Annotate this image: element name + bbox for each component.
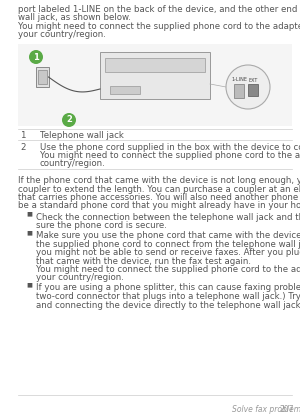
FancyBboxPatch shape — [100, 52, 210, 99]
FancyBboxPatch shape — [35, 67, 49, 87]
Text: Solve fax problems: Solve fax problems — [232, 405, 300, 414]
Text: that carries phone accessories. You will also need another phone cord, which can: that carries phone accessories. You will… — [18, 193, 300, 202]
Text: you might not be able to send or receive faxes. After you plug in the phone cord: you might not be able to send or receive… — [36, 248, 300, 257]
Text: 1-LINE: 1-LINE — [231, 77, 247, 82]
Text: be a standard phone cord that you might already have in your home or office.: be a standard phone cord that you might … — [18, 202, 300, 210]
Text: Make sure you use the phone cord that came with the device. If you do not use: Make sure you use the phone cord that ca… — [36, 231, 300, 240]
Text: 2: 2 — [66, 115, 72, 124]
Text: Telephone wall jack: Telephone wall jack — [40, 131, 124, 140]
Text: two-cord connector that plugs into a telephone wall jack.) Try removing the spli: two-cord connector that plugs into a tel… — [36, 292, 300, 301]
Text: Use the phone cord supplied in the box with the device to connect to the “1-LINE: Use the phone cord supplied in the box w… — [40, 142, 300, 151]
Text: You might need to connect the supplied phone cord to the adapter provided for yo: You might need to connect the supplied p… — [40, 151, 300, 160]
Text: EXT: EXT — [248, 78, 258, 83]
Text: coupler to extend the length. You can purchase a coupler at an electronics store: coupler to extend the length. You can pu… — [18, 185, 300, 193]
Text: your country/region.: your country/region. — [18, 30, 106, 39]
Text: ■: ■ — [26, 212, 32, 217]
Text: your country/region.: your country/region. — [36, 273, 124, 283]
FancyBboxPatch shape — [105, 58, 205, 72]
Circle shape — [226, 65, 270, 109]
FancyBboxPatch shape — [234, 84, 244, 98]
Text: country/region.: country/region. — [40, 159, 106, 168]
Text: If you are using a phone splitter, this can cause faxing problems. (A splitter i: If you are using a phone splitter, this … — [36, 283, 300, 293]
Text: port labeled 1-LINE on the back of the device, and the other end to your telepho: port labeled 1-LINE on the back of the d… — [18, 5, 300, 14]
Text: Check the connection between the telephone wall jack and the device to make: Check the connection between the telepho… — [36, 212, 300, 222]
Text: and connecting the device directly to the telephone wall jack.: and connecting the device directly to th… — [36, 300, 300, 310]
Text: sure the phone cord is secure.: sure the phone cord is secure. — [36, 221, 167, 230]
Text: ■: ■ — [26, 283, 32, 288]
Text: ■: ■ — [26, 230, 32, 235]
FancyBboxPatch shape — [18, 44, 292, 126]
Text: If the phone cord that came with the device is not long enough, you can use a: If the phone cord that came with the dev… — [18, 176, 300, 185]
Text: the supplied phone cord to connect from the telephone wall jack to the device,: the supplied phone cord to connect from … — [36, 239, 300, 249]
Text: 1: 1 — [20, 131, 26, 140]
Text: 1: 1 — [33, 53, 39, 61]
Text: You might need to connect the supplied phone cord to the adapter provided for: You might need to connect the supplied p… — [36, 265, 300, 274]
Text: You might need to connect the supplied phone cord to the adapter provided for: You might need to connect the supplied p… — [18, 22, 300, 31]
FancyBboxPatch shape — [38, 70, 46, 84]
FancyBboxPatch shape — [110, 86, 140, 94]
Text: wall jack, as shown below.: wall jack, as shown below. — [18, 14, 131, 22]
Text: that came with the device, run the fax test again.: that came with the device, run the fax t… — [36, 256, 251, 266]
FancyBboxPatch shape — [248, 84, 258, 96]
Circle shape — [29, 50, 43, 64]
Text: 2: 2 — [20, 142, 26, 151]
Text: 207: 207 — [280, 405, 295, 414]
Circle shape — [62, 113, 76, 127]
